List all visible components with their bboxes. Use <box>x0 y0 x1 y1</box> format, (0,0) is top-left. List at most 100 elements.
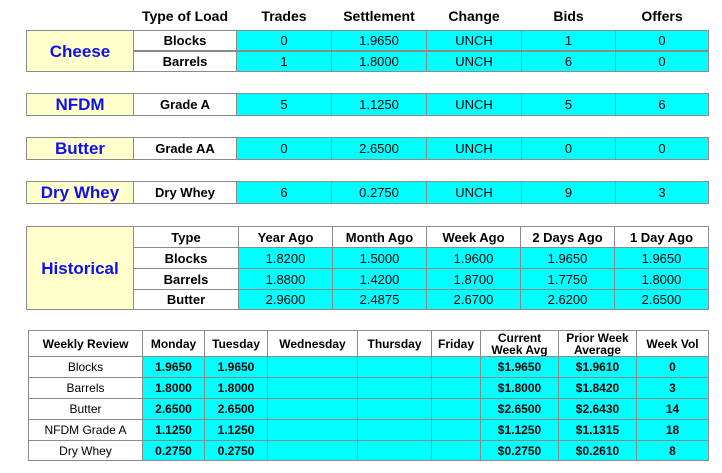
data-cell: 2.4875 <box>332 289 427 310</box>
data-cell: UNCH <box>426 30 522 51</box>
data-cell: UNCH <box>426 93 522 116</box>
row-type: Barrels <box>133 268 239 290</box>
data-cell: 6 <box>615 93 709 116</box>
data-cell <box>357 356 432 378</box>
data-cell: 1.9650 <box>614 247 709 269</box>
data-cell: 1.8000 <box>204 377 268 399</box>
data-cell: 1 <box>236 51 332 72</box>
data-cell: 0.2750 <box>331 181 427 204</box>
data-cell: $1.8420 <box>558 377 637 399</box>
data-cell: 1.8000 <box>331 51 427 72</box>
data-cell: $0.2750 <box>480 440 559 461</box>
data-cell: 1.7750 <box>520 268 615 290</box>
data-cell <box>267 419 358 441</box>
data-cell: 1.1250 <box>204 419 268 441</box>
data-cell <box>267 377 358 399</box>
data-cell: 3 <box>636 377 709 399</box>
data-cell <box>431 356 481 378</box>
data-cell: 1.9650 <box>142 356 205 378</box>
data-cell: 1.8800 <box>238 268 333 290</box>
column-header: Type <box>133 226 239 248</box>
row-type: Barrels <box>133 51 237 72</box>
data-cell: 14 <box>636 398 709 420</box>
column-header: Year Ago <box>238 226 333 248</box>
column-header: Tuesday <box>204 330 268 357</box>
group-label: Butter <box>26 137 134 160</box>
data-cell: UNCH <box>426 181 522 204</box>
data-cell <box>357 377 432 399</box>
data-cell <box>357 440 432 461</box>
column-header: Monday <box>142 330 205 357</box>
data-cell: 1.8000 <box>614 268 709 290</box>
row-label: Barrels <box>28 377 143 399</box>
row-label: Butter <box>28 398 143 420</box>
column-header: Friday <box>431 330 481 357</box>
row-type: Blocks <box>133 30 237 51</box>
data-cell: 1.1250 <box>331 93 427 116</box>
data-cell: 0 <box>636 356 709 378</box>
data-cell: 8 <box>636 440 709 461</box>
row-type: Blocks <box>133 247 239 269</box>
data-cell: 2.6500 <box>331 137 427 160</box>
data-cell: 0.2750 <box>142 440 205 461</box>
data-cell: 1.9650 <box>331 30 427 51</box>
column-header: Trades <box>261 7 307 24</box>
column-header: Thursday <box>357 330 432 357</box>
data-cell: 0 <box>615 30 709 51</box>
data-cell <box>267 398 358 420</box>
data-cell: 1.9650 <box>204 356 268 378</box>
data-cell: 5 <box>236 93 332 116</box>
data-cell: 0 <box>236 30 332 51</box>
data-cell: 3 <box>615 181 709 204</box>
column-header: Wednesday <box>267 330 358 357</box>
data-cell <box>431 377 481 399</box>
row-label: Dry Whey <box>28 440 143 461</box>
data-cell: $2.6430 <box>558 398 637 420</box>
row-label: NFDM Grade A <box>28 419 143 441</box>
data-cell: 9 <box>521 181 616 204</box>
data-cell: 2.9600 <box>238 289 333 310</box>
data-cell: $1.9610 <box>558 356 637 378</box>
data-cell <box>357 419 432 441</box>
column-header: Week Ago <box>426 226 521 248</box>
column-header: Settlement <box>343 7 415 24</box>
group-label: Cheese <box>26 30 134 72</box>
data-cell: $1.1315 <box>558 419 637 441</box>
column-header: Change <box>448 7 500 24</box>
column-header: Prior Week Average <box>558 330 637 357</box>
data-cell: 2.6700 <box>426 289 521 310</box>
data-cell: 1.9650 <box>520 247 615 269</box>
data-cell: 6 <box>521 51 616 72</box>
data-cell <box>267 440 358 461</box>
data-cell: 1.8200 <box>238 247 333 269</box>
column-header: Type of Load <box>141 7 229 24</box>
data-cell: 2.6500 <box>142 398 205 420</box>
data-cell: UNCH <box>426 137 522 160</box>
group-label: NFDM <box>26 93 134 116</box>
data-cell: 1.8000 <box>142 377 205 399</box>
row-type: Grade A <box>133 93 237 116</box>
data-cell <box>267 356 358 378</box>
data-cell: 0.2750 <box>204 440 268 461</box>
data-cell: 1.9600 <box>426 247 521 269</box>
data-cell: 1.8700 <box>426 268 521 290</box>
data-cell: $1.1250 <box>480 419 559 441</box>
column-header: 2 Days Ago <box>520 226 615 248</box>
row-type: Grade AA <box>133 137 237 160</box>
data-cell: 2.6200 <box>520 289 615 310</box>
data-cell: $1.9650 <box>480 356 559 378</box>
data-cell <box>431 440 481 461</box>
row-label: Blocks <box>28 356 143 378</box>
data-cell: UNCH <box>426 51 522 72</box>
data-cell: 1.5000 <box>332 247 427 269</box>
data-cell: 1.4200 <box>332 268 427 290</box>
row-type: Dry Whey <box>133 181 237 204</box>
data-cell: $2.6500 <box>480 398 559 420</box>
data-cell: 2.6500 <box>204 398 268 420</box>
data-cell: 6 <box>236 181 332 204</box>
column-header: Weekly Review <box>28 330 143 357</box>
data-cell: $0.2610 <box>558 440 637 461</box>
data-cell <box>431 398 481 420</box>
data-cell: $1.8000 <box>480 377 559 399</box>
